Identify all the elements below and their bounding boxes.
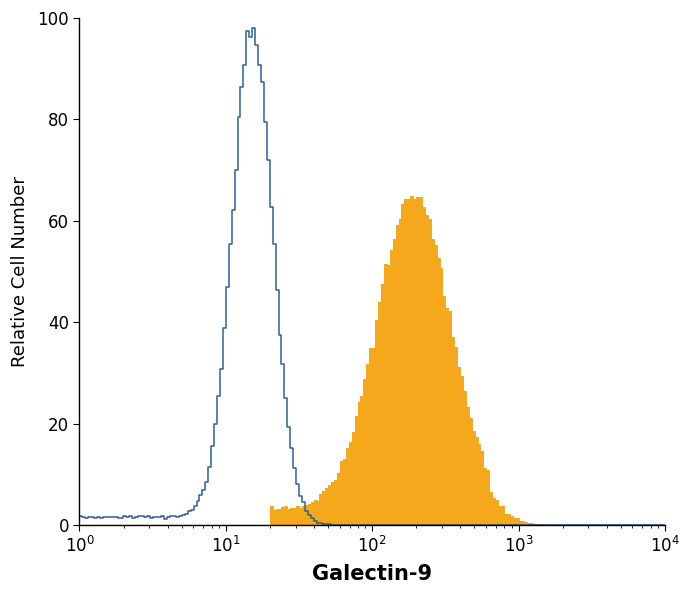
X-axis label: Galectin-9: Galectin-9 xyxy=(312,564,433,584)
Y-axis label: Relative Cell Number: Relative Cell Number xyxy=(11,176,29,367)
